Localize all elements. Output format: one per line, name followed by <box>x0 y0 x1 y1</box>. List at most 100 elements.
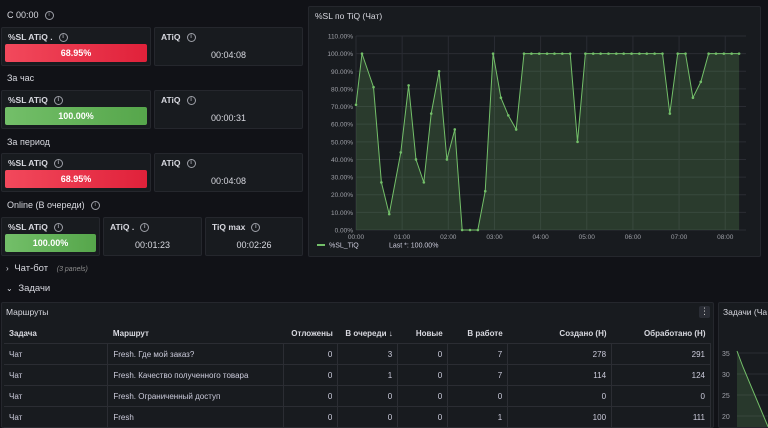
info-icon[interactable]: i <box>53 159 63 169</box>
data-point <box>491 52 495 55</box>
stat-panel-sl-online[interactable]: %SL ATiQ i 100.00% <box>1 217 100 256</box>
section-title-online: Online (В очереди) i <box>7 200 100 211</box>
data-point <box>407 84 410 87</box>
data-point <box>622 52 625 55</box>
data-point <box>615 52 618 55</box>
stat-panel-atiq-row2[interactable]: ATiQ i 00:00:31 <box>154 90 303 129</box>
x-tick-label: 03:00 <box>486 234 503 241</box>
stat-panel-sl-row3[interactable]: %SL ATiQ i 68.95% <box>1 153 151 192</box>
row-title: Чат-бот <box>14 263 49 274</box>
y-tick-label: 90.00% <box>331 69 353 76</box>
col-header-in-work[interactable]: В работе <box>447 323 508 344</box>
y-tick: 25 <box>722 393 730 400</box>
data-point <box>445 158 449 161</box>
data-point <box>668 112 672 115</box>
y-tick-label: 70.00% <box>331 104 353 111</box>
col-header-processed[interactable]: Обработано (Н) <box>611 323 711 344</box>
data-point <box>460 228 464 232</box>
y-tick: 30 <box>722 372 730 379</box>
stat-panel-tiq-max[interactable]: TiQ max i 00:02:26 <box>205 217 303 256</box>
y-tick: 20 <box>722 414 730 421</box>
data-point <box>591 52 595 55</box>
y-tick-label: 20.00% <box>331 192 353 199</box>
info-icon[interactable]: i <box>186 96 196 106</box>
section-title-period: За период <box>7 137 50 147</box>
atiq-value: 00:01:23 <box>134 240 171 250</box>
col-header-route[interactable]: Маршрут <box>107 323 284 344</box>
info-icon[interactable]: i <box>58 33 68 43</box>
y-tick-label: 110.00% <box>328 34 353 41</box>
y-tick: 35 <box>722 351 730 358</box>
data-point <box>399 151 403 154</box>
data-point <box>422 181 426 184</box>
series-line <box>355 53 740 231</box>
data-point <box>730 52 733 55</box>
info-icon[interactable]: i <box>53 223 63 233</box>
data-point <box>568 52 572 55</box>
data-point <box>553 52 556 55</box>
series-area <box>356 53 740 230</box>
info-icon[interactable]: i <box>186 33 196 43</box>
info-icon[interactable]: i <box>53 96 63 106</box>
section-title-last-hour: За час <box>7 73 35 83</box>
data-point <box>507 114 510 117</box>
x-tick-label: 01:00 <box>394 234 411 241</box>
y-tick-label: 100.00% <box>327 51 353 58</box>
stat-panel-sl-row1[interactable]: %SL ATiQ .i 68.95% <box>1 27 151 66</box>
tasks-chat-title: Задачи (Ча <box>723 307 768 317</box>
tiq-max-value: 00:02:26 <box>236 240 272 250</box>
data-point <box>354 103 358 107</box>
col-header-created[interactable]: Создано (Н) <box>507 323 612 344</box>
data-point <box>429 112 433 115</box>
chevron-down-icon: ⌄ <box>6 284 13 293</box>
tasks-chat-panel[interactable]: Задачи (Ча 35 30 25 20 <box>718 302 768 428</box>
sl-chart-panel[interactable]: %SL по TiQ (Чат) 0.00% 10.00% 20.00% 30.00%… <box>308 6 761 257</box>
data-point <box>607 52 610 55</box>
stat-panel-atiq-online[interactable]: ATiQ .i 00:01:23 <box>103 217 202 256</box>
section-title-since-midnight: С 00:00 i <box>7 10 54 21</box>
col-header-postponed[interactable]: Отложены <box>283 323 338 344</box>
data-point <box>645 52 649 55</box>
info-icon[interactable]: i <box>140 223 150 233</box>
x-tick-label: 05:00 <box>579 234 596 241</box>
info-icon[interactable]: i <box>90 201 100 211</box>
data-point <box>514 128 518 131</box>
x-tick-label: 07:00 <box>671 234 688 241</box>
data-point <box>638 52 641 55</box>
x-tick-label: 08:00 <box>717 234 734 241</box>
data-point <box>387 212 391 216</box>
legend-label: %SL_TiQ <box>329 243 359 250</box>
y-tick-label: 80.00% <box>331 86 353 93</box>
routes-title: Маршруты <box>6 307 49 317</box>
panel-menu-icon[interactable]: ⋮ <box>699 306 710 318</box>
data-point <box>499 96 503 100</box>
legend-stat: Last *: 100.00% <box>389 243 438 250</box>
col-header-in-queue[interactable]: В очереди ↓ <box>337 323 398 344</box>
data-point <box>380 181 383 184</box>
data-point <box>437 69 441 73</box>
atiq-value: 00:00:31 <box>210 113 247 123</box>
x-tick-label: 02:00 <box>440 234 457 241</box>
data-point <box>653 52 656 55</box>
info-icon[interactable]: i <box>44 11 54 21</box>
data-point <box>737 52 741 55</box>
data-point <box>476 228 480 232</box>
data-point <box>722 52 726 55</box>
info-icon[interactable]: i <box>251 223 261 233</box>
sl-value-green: 100.00% <box>5 107 147 125</box>
row-chat-bot[interactable]: › Чат-бот (3 panels) <box>6 263 88 274</box>
stat-panel-atiq-row3[interactable]: ATiQ i 00:04:08 <box>154 153 303 192</box>
table-header-row: Задача Маршрут Отложены В очереди ↓ Новы… <box>4 323 711 344</box>
col-header-task[interactable]: Задача <box>4 323 108 344</box>
stat-panel-atiq-row1[interactable]: ATiQ i 00:04:08 <box>154 27 303 66</box>
tasks-chat-chart: 35 30 25 20 <box>722 350 768 427</box>
info-icon[interactable]: i <box>186 159 196 169</box>
row-tasks[interactable]: ⌄ Задачи <box>6 283 50 294</box>
col-header-new[interactable]: Новые <box>397 323 448 344</box>
stat-panel-sl-row2[interactable]: %SL ATiQ i 100.00% <box>1 90 151 129</box>
data-point <box>699 80 703 84</box>
